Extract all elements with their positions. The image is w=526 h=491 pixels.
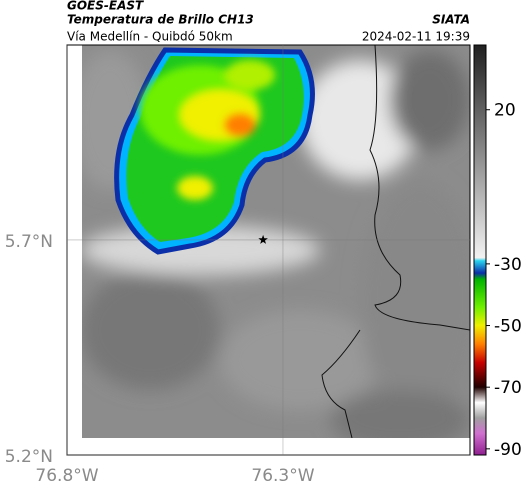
colorbar xyxy=(473,44,487,456)
datetime: 2024-02-11 19:39 xyxy=(362,30,470,44)
colorbar-tick-label: -70 xyxy=(494,378,522,398)
colorbar-tick-label: -30 xyxy=(494,255,522,275)
x-tick-label: 76.8°W xyxy=(35,466,98,486)
y-tick-label: 5.2°N xyxy=(5,447,53,467)
product: Temperatura de Brillo CH13 xyxy=(67,13,254,27)
satellite-image xyxy=(82,45,470,438)
brand: SIATA xyxy=(432,13,470,27)
colorbar-tick-label: 20 xyxy=(494,101,516,121)
location-marker xyxy=(258,234,268,244)
colorbar-tick-label: -90 xyxy=(494,440,522,460)
route: Vía Medellín - Quibdó 50km xyxy=(67,30,233,44)
y-tick-label: 5.7°N xyxy=(5,232,53,252)
colorbar-tick-label: -50 xyxy=(494,317,522,337)
x-tick-label: 76.3°W xyxy=(251,466,314,486)
source: GOES-EAST xyxy=(67,0,144,13)
